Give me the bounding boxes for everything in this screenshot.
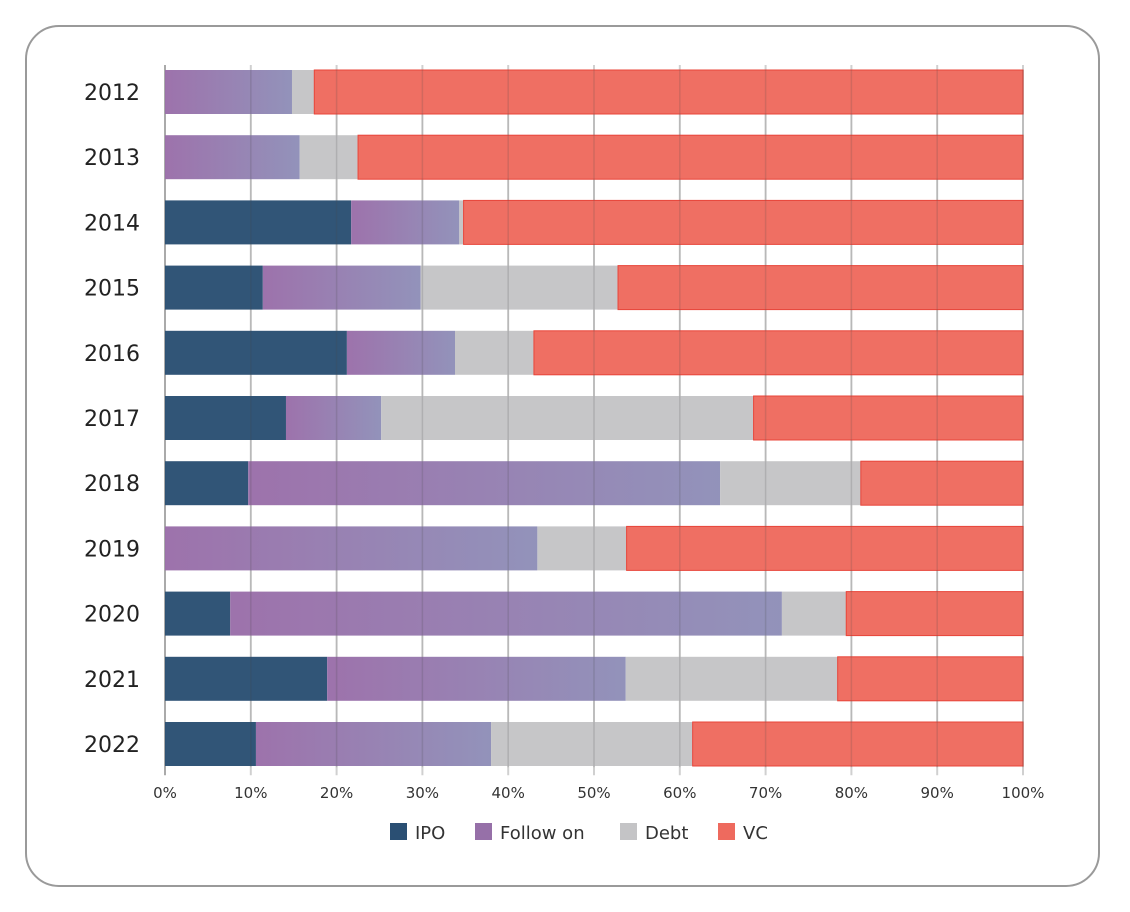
bar-segment-follow-on bbox=[248, 461, 721, 506]
bar-segment-debt bbox=[459, 200, 464, 245]
bar-segment-vc bbox=[617, 265, 1024, 311]
bar-segment-vc bbox=[860, 460, 1024, 506]
bar-segment-follow-on bbox=[165, 70, 292, 114]
bar-segment-vc bbox=[753, 395, 1024, 441]
y-tick-label: 2021 bbox=[84, 668, 140, 693]
x-tick-label: 30% bbox=[406, 784, 439, 802]
y-tick-label: 2020 bbox=[84, 603, 140, 628]
x-tick-label: 50% bbox=[577, 784, 610, 802]
y-tick-label: 2019 bbox=[84, 537, 140, 562]
bar-segment-follow-on bbox=[230, 591, 782, 636]
x-tick-label: 70% bbox=[749, 784, 782, 802]
x-tick-label: 40% bbox=[492, 784, 525, 802]
bar-segment-vc bbox=[845, 591, 1024, 637]
y-tick-label: 2016 bbox=[84, 342, 140, 367]
bar-segment-ipo bbox=[165, 722, 256, 766]
bar-segment-ipo bbox=[165, 591, 231, 636]
bar-segment-debt bbox=[291, 70, 315, 114]
bar-segment-debt bbox=[537, 526, 627, 571]
y-tick-label: 2022 bbox=[84, 733, 140, 758]
x-tick-label: 80% bbox=[835, 784, 868, 802]
legend-label: VC bbox=[743, 823, 768, 844]
legend-swatch-follow-on bbox=[475, 823, 492, 840]
legend-swatch-debt bbox=[620, 823, 637, 840]
legend-label: Follow on bbox=[500, 823, 585, 844]
bar-segment-ipo bbox=[165, 330, 347, 375]
bar-segment-vc bbox=[626, 525, 1024, 571]
bar-segment-vc bbox=[533, 330, 1024, 376]
bar-segment-debt bbox=[720, 461, 861, 506]
legend-label: IPO bbox=[415, 823, 445, 844]
bar-segment-ipo bbox=[165, 200, 352, 245]
bar-segment-debt bbox=[491, 722, 693, 766]
x-tick-label: 90% bbox=[921, 784, 954, 802]
legend-swatch-vc bbox=[718, 823, 735, 840]
bar-segment-follow-on bbox=[262, 265, 421, 310]
legend-swatch-ipo bbox=[390, 823, 407, 840]
legend-label: Debt bbox=[645, 823, 688, 844]
bar-segment-follow-on bbox=[255, 722, 492, 766]
bar-segment-follow-on bbox=[165, 135, 300, 180]
bar-segment-follow-on bbox=[346, 330, 456, 375]
bar-segment-vc bbox=[463, 199, 1024, 245]
bar-segment-ipo bbox=[165, 656, 328, 701]
bar-segment-vc bbox=[692, 721, 1024, 767]
x-tick-label: 0% bbox=[153, 784, 177, 802]
x-tick-label: 20% bbox=[320, 784, 353, 802]
bar-segment-debt bbox=[625, 656, 838, 701]
bar-segment-ipo bbox=[165, 461, 249, 506]
bar-segment-debt bbox=[420, 265, 619, 310]
x-tick-label: 10% bbox=[234, 784, 267, 802]
x-tick-label: 100% bbox=[1002, 784, 1045, 802]
y-tick-label: 2014 bbox=[84, 211, 140, 236]
bar-segment-follow-on bbox=[285, 396, 382, 440]
bar-segment-ipo bbox=[165, 396, 286, 440]
bar-segment-follow-on bbox=[327, 656, 626, 701]
y-tick-label: 2018 bbox=[84, 472, 140, 497]
x-tick-label: 60% bbox=[663, 784, 696, 802]
bar-segment-debt bbox=[455, 330, 534, 375]
bar-segment-vc bbox=[837, 656, 1024, 702]
bar-segment-debt bbox=[781, 591, 847, 636]
y-tick-label: 2017 bbox=[84, 407, 140, 432]
bar-segment-follow-on bbox=[351, 200, 460, 245]
bar-segment-vc bbox=[313, 69, 1024, 115]
chart-frame bbox=[25, 25, 1100, 887]
y-tick-label: 2012 bbox=[84, 81, 140, 106]
bar-segment-follow-on bbox=[165, 526, 538, 571]
bar-segment-debt bbox=[299, 135, 359, 180]
y-tick-label: 2013 bbox=[84, 146, 140, 171]
y-tick-label: 2015 bbox=[84, 277, 140, 302]
bar-segment-ipo bbox=[165, 265, 263, 310]
bar-segment-vc bbox=[357, 134, 1024, 180]
bar-segment-debt bbox=[381, 396, 754, 440]
